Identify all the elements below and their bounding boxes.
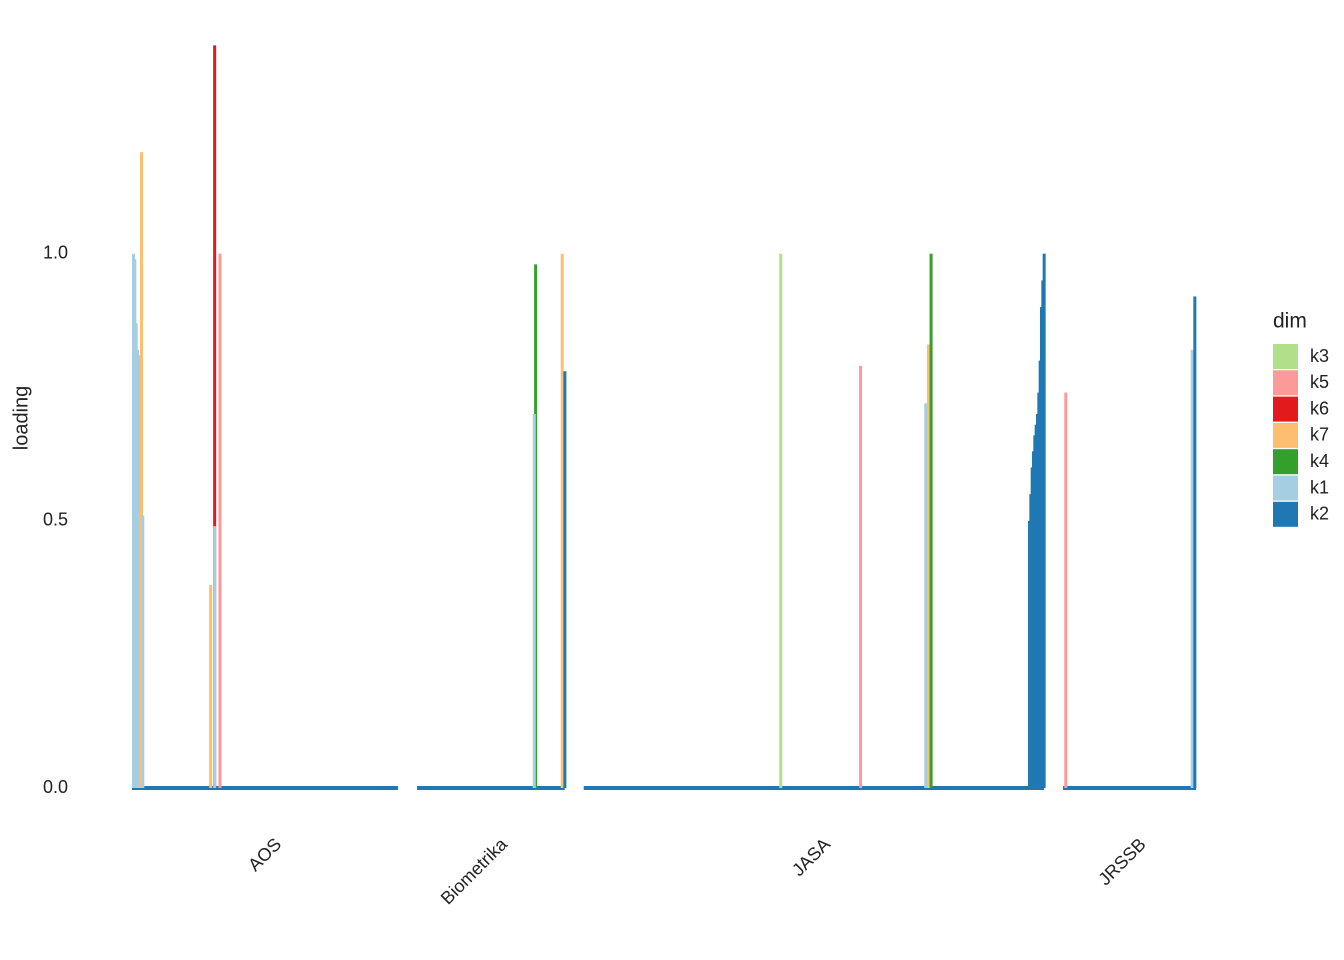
legend-swatch: [1273, 475, 1298, 501]
y-tick-label: 0.5: [43, 510, 68, 530]
bar: [532, 414, 536, 788]
baseline: [132, 786, 399, 790]
legend-label: k1: [1310, 477, 1329, 497]
bar: [924, 403, 928, 788]
bar: [563, 371, 567, 788]
legend-label: k2: [1310, 504, 1329, 524]
bar: [139, 152, 143, 788]
bar: [213, 526, 217, 788]
panel-label: JRSSB: [1094, 834, 1149, 889]
bar: [926, 344, 930, 788]
legend-label: k6: [1310, 398, 1329, 418]
legend-swatch: [1273, 449, 1298, 475]
legend-swatch: [1273, 370, 1298, 396]
bar: [213, 45, 217, 789]
y-tick-label: 0.0: [43, 777, 68, 797]
panel-label: AOS: [244, 834, 285, 875]
y-axis-label: loading: [10, 386, 32, 451]
legend-swatch: [1273, 501, 1298, 527]
bar: [209, 584, 213, 788]
bar: [779, 253, 783, 788]
bar: [218, 253, 222, 788]
legend-label: k5: [1310, 372, 1329, 392]
bar: [1042, 253, 1046, 788]
legend-label: k3: [1310, 346, 1329, 366]
bar: [141, 515, 145, 788]
panel-label: Biometrika: [437, 833, 512, 908]
legend-label: k7: [1310, 425, 1329, 445]
legend-label: k4: [1310, 451, 1329, 471]
legend-title: dim: [1273, 310, 1307, 333]
bar: [1064, 392, 1068, 788]
y-tick-label: 1.0: [43, 242, 68, 262]
bar: [859, 365, 863, 788]
baseline: [417, 786, 565, 790]
legend-swatch: [1273, 422, 1298, 448]
bar: [1193, 296, 1197, 788]
baseline: [583, 786, 1044, 790]
bar: [929, 253, 933, 788]
baseline: [1062, 786, 1196, 790]
panel-label: JASA: [788, 834, 834, 880]
legend-swatch: [1273, 344, 1298, 369]
bar: [1190, 349, 1194, 788]
legend-swatch: [1273, 396, 1298, 422]
bar: [560, 253, 564, 788]
